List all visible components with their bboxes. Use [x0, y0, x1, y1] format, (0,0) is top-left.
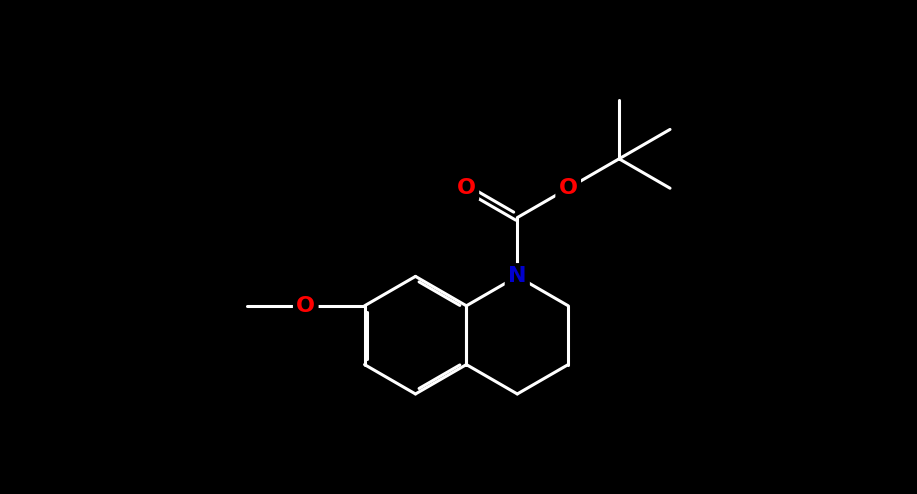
- Text: O: O: [558, 178, 578, 198]
- Text: N: N: [508, 266, 526, 287]
- Text: O: O: [457, 178, 476, 198]
- Text: O: O: [296, 296, 315, 316]
